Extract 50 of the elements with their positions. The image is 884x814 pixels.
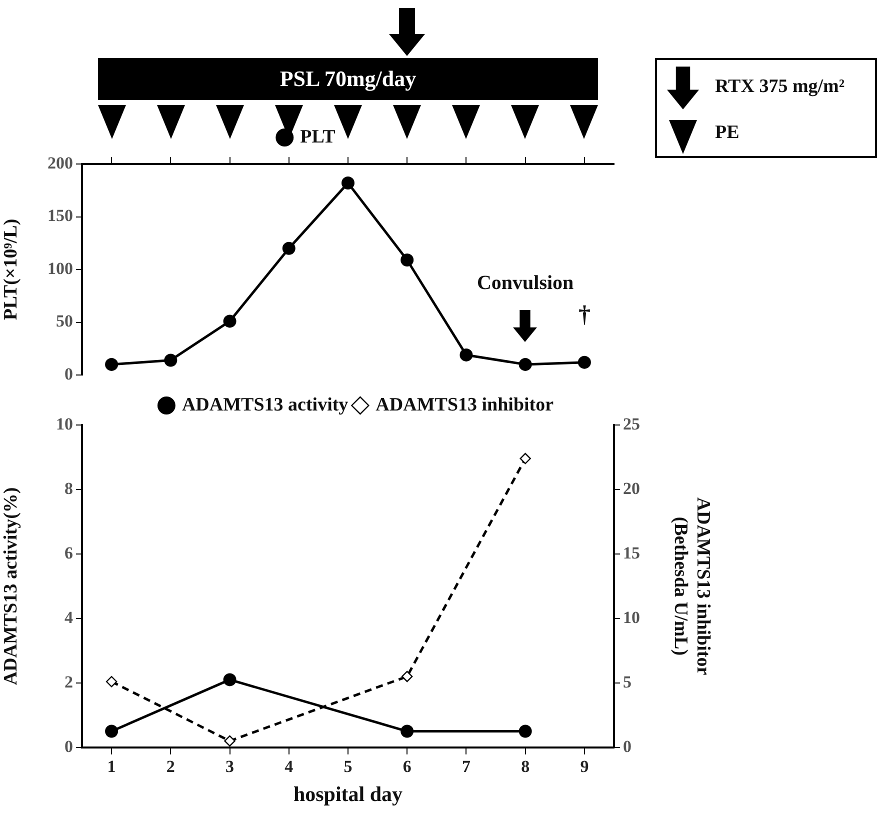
- y-tick-label: 4: [64, 608, 74, 627]
- point: [400, 254, 414, 267]
- point: [578, 356, 591, 369]
- y2-axis-title: ADAMTS13 inhibitor (Bethesda U/mL): [670, 497, 714, 676]
- x-tick-label: 3: [226, 756, 234, 776]
- y-tick-label: 8: [64, 478, 73, 498]
- y2-tick-label: 15: [623, 543, 640, 562]
- y-tick-label: 0: [64, 364, 73, 384]
- x-tick-label: 6: [402, 756, 412, 776]
- point: [520, 452, 531, 464]
- point: [224, 735, 236, 747]
- x-tick-label: 1: [107, 756, 116, 776]
- point: [106, 676, 118, 688]
- y-axis-title: PLT(×10⁹/L): [0, 218, 22, 320]
- x-tick-label: 4: [284, 756, 294, 776]
- x-tick-label: 5: [344, 756, 352, 776]
- text: PSL 70mg/day: [278, 66, 418, 92]
- y-tick-label: 2: [64, 672, 73, 692]
- y2-tick-label: 25: [623, 414, 640, 434]
- x-tick-label: 8: [521, 756, 530, 776]
- point: [282, 242, 296, 255]
- point: [402, 670, 413, 682]
- x-tick-label: 7: [462, 756, 471, 776]
- y2-tick-label: 20: [623, 478, 640, 498]
- legend-label: ADAMTS13 activity: [182, 394, 349, 416]
- y2-tick-label: 0: [623, 736, 632, 756]
- y-tick-label: 0: [64, 736, 73, 756]
- y-tick-label: 100: [48, 258, 73, 278]
- y-tick-label: 6: [64, 543, 73, 562]
- point: [164, 354, 178, 367]
- y-tick-label: 50: [56, 312, 73, 331]
- key-box: RTX 375 mg/m² PE: [655, 58, 877, 158]
- y-tick-label: 200: [48, 153, 73, 172]
- legend-label: PLT: [300, 126, 336, 148]
- x-tick-label: 9: [580, 756, 589, 776]
- point: [460, 348, 473, 362]
- annotation: Convulsion: [476, 272, 575, 296]
- legend-label: ADAMTS13 inhibitor: [376, 394, 554, 416]
- x-axis-title: hospital day: [293, 782, 404, 806]
- y2-tick-label: 5: [623, 672, 632, 692]
- point: [342, 176, 354, 190]
- y-tick-label: 10: [56, 414, 73, 434]
- y-tick-label: 150: [48, 206, 73, 226]
- annotation: †: [577, 302, 592, 330]
- point: [105, 358, 118, 371]
- point: [518, 358, 532, 371]
- y-axis-title: ADAMTS13 activity(%): [0, 487, 22, 686]
- y2-tick-label: 10: [623, 608, 640, 627]
- point: [223, 314, 236, 328]
- x-tick-label: 2: [166, 756, 175, 776]
